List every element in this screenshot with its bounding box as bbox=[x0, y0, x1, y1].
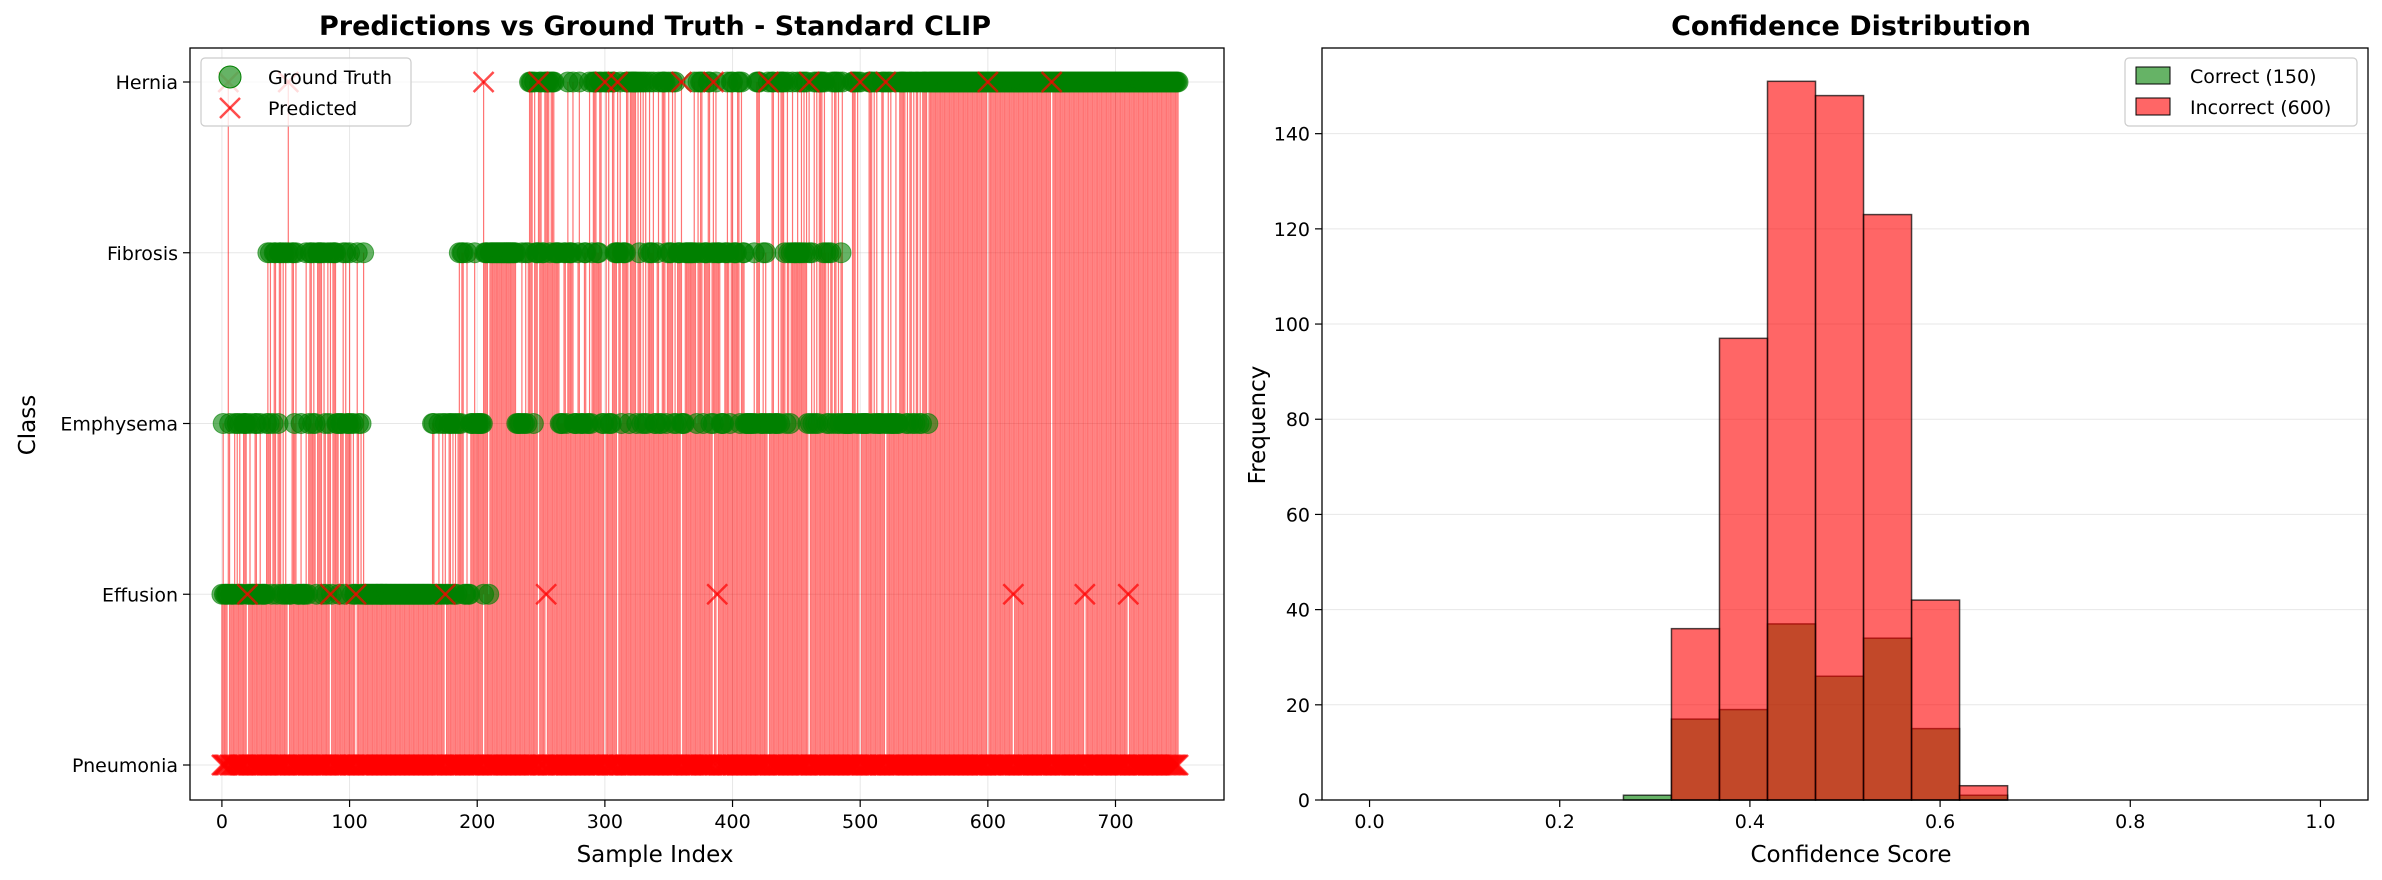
predicted-point bbox=[606, 71, 629, 93]
legend-ground-truth-marker bbox=[218, 65, 242, 89]
predicted-point bbox=[1167, 754, 1189, 776]
x-tick-label: 600 bbox=[970, 811, 1006, 833]
predicted-point bbox=[345, 583, 367, 606]
connector-lines bbox=[221, 82, 1179, 765]
left-legend: Ground Truth Predicted bbox=[200, 57, 412, 127]
legend-correct-swatch bbox=[2135, 66, 2171, 85]
right-axis-ticks: 0 20 40 60 80 100 120 140 0.0 0.2 0.4 0.6 0.8 1.0 bbox=[1274, 124, 2336, 833]
predicted-point bbox=[319, 583, 342, 606]
right-plot-frame bbox=[1321, 47, 2369, 801]
left-x-axis-label: Sample Index bbox=[577, 842, 734, 868]
left-chart-title: Predictions vs Ground Truth - Standard C… bbox=[319, 11, 991, 42]
x-tick-label: 500 bbox=[842, 811, 878, 833]
ground-truth-point bbox=[478, 583, 500, 605]
incorrect-bar bbox=[1862, 213, 1913, 801]
right-chart-title: Confidence Distribution bbox=[1671, 11, 2031, 42]
y-tick-label: 80 bbox=[1286, 409, 1310, 431]
predicted-point bbox=[702, 71, 725, 93]
y-tick-label: 40 bbox=[1286, 600, 1310, 622]
y-tick-label: Fibrosis bbox=[107, 243, 178, 265]
predicted-point bbox=[874, 71, 897, 93]
predicted-point bbox=[1040, 71, 1063, 93]
x-tick-label: 100 bbox=[331, 811, 367, 833]
left-axis-ticks: 0 100 200 300 400 500 600 700 Pneumonia Effusion E… bbox=[60, 72, 1133, 833]
x-tick-label: 0.6 bbox=[1925, 811, 1955, 833]
y-tick-label: 100 bbox=[1274, 314, 1310, 336]
incorrect-bar bbox=[1958, 784, 2009, 801]
predicted-point bbox=[236, 583, 259, 606]
scatter-panel: Predictions vs Ground Truth - Standard C… bbox=[15, 11, 1225, 868]
y-tick-label: Hernia bbox=[116, 72, 178, 94]
correct-bar bbox=[1622, 794, 1673, 801]
ground-truth-point bbox=[1167, 71, 1189, 93]
legend-incorrect-swatch bbox=[2135, 97, 2171, 116]
x-tick-label: 0.8 bbox=[2115, 811, 2145, 833]
ground-truth-point bbox=[779, 413, 801, 434]
incorrect-bar bbox=[1910, 599, 1961, 801]
right-legend: Correct (150) Incorrect (600) bbox=[2124, 57, 2358, 127]
histogram-panel: Confidence Distribution Confidence Score… bbox=[1245, 11, 2369, 868]
incorrect-bar bbox=[1766, 80, 1817, 801]
legend-predicted-marker bbox=[219, 97, 241, 119]
x-tick-label: 1.0 bbox=[2305, 811, 2335, 833]
ground-truth-point bbox=[350, 413, 372, 434]
predicted-points bbox=[211, 71, 1189, 776]
left-legend-box bbox=[200, 57, 412, 127]
ground-truth-point bbox=[522, 413, 544, 434]
incorrect-bar bbox=[1670, 627, 1721, 801]
predicted-point bbox=[706, 583, 729, 606]
y-tick-label: 20 bbox=[1286, 695, 1310, 717]
y-tick-label: 60 bbox=[1286, 504, 1310, 526]
x-tick-label: 700 bbox=[1097, 811, 1133, 833]
predicted-point bbox=[849, 71, 872, 93]
predicted-point bbox=[976, 71, 999, 93]
legend-incorrect-label: Incorrect (600) bbox=[2190, 97, 2331, 119]
predicted-point bbox=[1073, 583, 1096, 606]
predicted-point bbox=[472, 71, 495, 93]
predicted-point bbox=[1002, 583, 1025, 606]
histogram-bars bbox=[1622, 80, 2009, 801]
y-tick-label: Emphysema bbox=[60, 414, 178, 436]
incorrect-bar bbox=[1718, 337, 1769, 801]
y-tick-label: 0 bbox=[1298, 790, 1310, 812]
ground-truth-point bbox=[471, 413, 493, 434]
left-plot-frame bbox=[189, 47, 1225, 801]
y-tick-label: 120 bbox=[1274, 219, 1310, 241]
incorrect-bar bbox=[1814, 94, 1865, 801]
ground-truth-point bbox=[917, 413, 939, 434]
y-tick-label: Pneumonia bbox=[72, 755, 178, 777]
ground-truth-point bbox=[353, 242, 375, 264]
x-tick-label: 300 bbox=[587, 811, 623, 833]
predicted-point bbox=[434, 583, 457, 606]
left-y-axis-label: Class bbox=[15, 395, 41, 456]
right-x-axis-label: Confidence Score bbox=[1750, 842, 1951, 868]
x-tick-label: 400 bbox=[714, 811, 750, 833]
ground-truth-point bbox=[830, 242, 852, 264]
x-tick-label: 0 bbox=[216, 811, 228, 833]
y-tick-label: Effusion bbox=[102, 584, 178, 606]
x-tick-label: 0.4 bbox=[1735, 811, 1765, 833]
right-legend-box bbox=[2124, 57, 2358, 127]
predicted-point bbox=[1117, 583, 1140, 606]
predicted-point bbox=[527, 71, 550, 93]
legend-predicted-label: Predicted bbox=[268, 98, 357, 120]
legend-ground-truth-label: Ground Truth bbox=[268, 67, 392, 89]
y-tick-label: 140 bbox=[1274, 124, 1310, 146]
ground-truth-point bbox=[755, 242, 777, 264]
x-tick-label: 200 bbox=[459, 811, 495, 833]
predicted-point bbox=[798, 71, 821, 93]
x-tick-label: 0.2 bbox=[1545, 811, 1575, 833]
legend-correct-label: Correct (150) bbox=[2190, 66, 2316, 88]
predicted-point bbox=[535, 583, 558, 606]
right-y-axis-label: Frequency bbox=[1245, 366, 1271, 485]
predicted-point bbox=[757, 71, 780, 93]
x-tick-label: 0.0 bbox=[1354, 811, 1384, 833]
predicted-point bbox=[670, 71, 693, 93]
